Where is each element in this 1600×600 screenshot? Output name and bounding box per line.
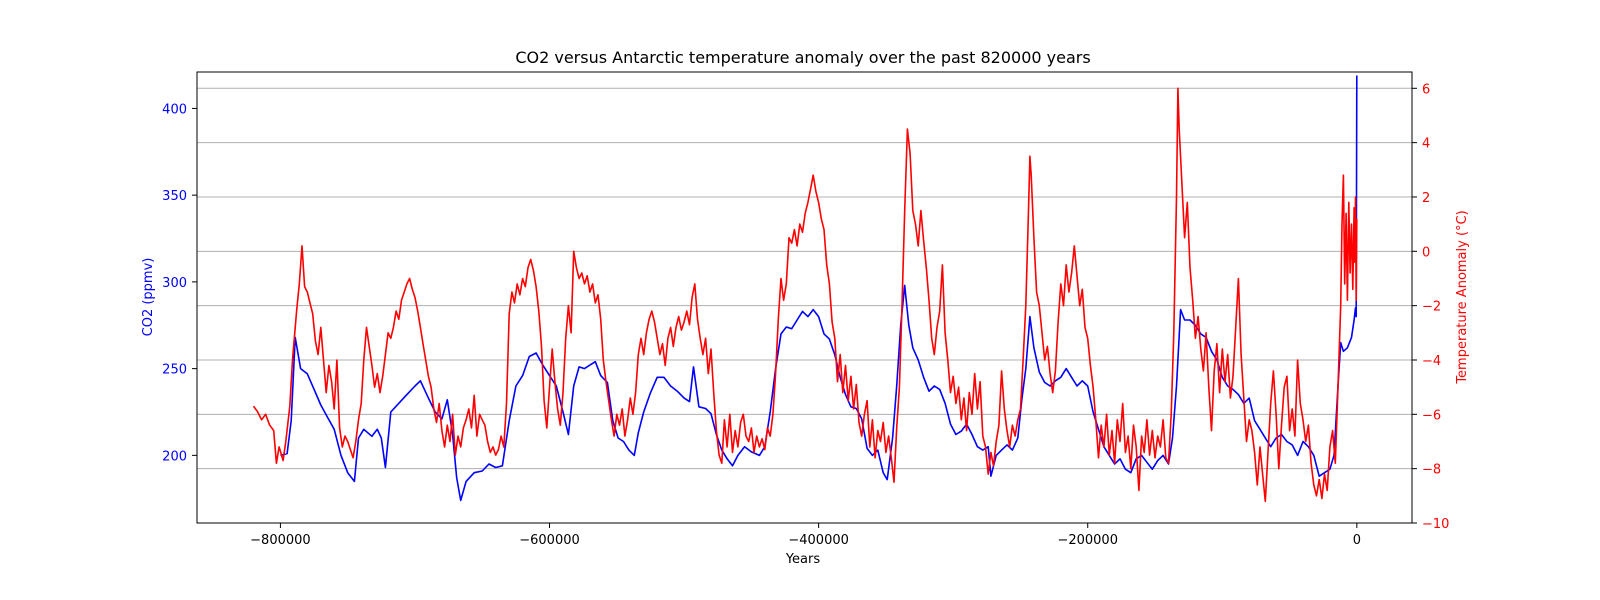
x-tick-label: −400000 [788, 533, 849, 548]
y-right-tick-label: −6 [1422, 408, 1441, 423]
y-left-tick-label: 300 [162, 276, 187, 291]
co2-line [280, 75, 1358, 502]
y-right-tick-label: 2 [1422, 191, 1430, 206]
grid-lines [197, 87, 1412, 524]
x-tick-label: −800000 [250, 533, 311, 548]
y-right-axis-label: Temperature Anomaly (°C) [1455, 210, 1470, 384]
temperature-line [252, 87, 1358, 503]
chart-title: CO2 versus Antarctic temperature anomaly… [515, 48, 1090, 67]
y-right-tick-label: 0 [1422, 245, 1430, 260]
y-left-tick-label: 200 [162, 449, 187, 464]
y-right-tick-label: −4 [1422, 354, 1441, 369]
y-right-tick-label: 6 [1422, 82, 1430, 97]
y-right-tick-label: 4 [1422, 137, 1430, 152]
y-right-tick-label: −10 [1422, 517, 1449, 532]
x-tick-label: 0 [1353, 533, 1361, 548]
y-left-tick-label: 400 [162, 102, 187, 117]
x-tick-label: −600000 [519, 533, 580, 548]
y-left-tick-label: 250 [162, 363, 187, 378]
axes: −800000 −600000 −400000 −200000 0 200 250 300 35… [162, 71, 1449, 548]
y-right-tick-label: −2 [1422, 300, 1441, 315]
y-left-tick-label: 350 [162, 189, 187, 204]
y-right-tick-label: −8 [1422, 463, 1441, 478]
y-left-axis-label: CO2 (ppmv) [141, 258, 156, 337]
x-tick-label: −200000 [1057, 533, 1118, 548]
plot-frame [196, 71, 1413, 524]
x-axis-label: Years [785, 552, 821, 567]
plot-series [252, 75, 1358, 503]
